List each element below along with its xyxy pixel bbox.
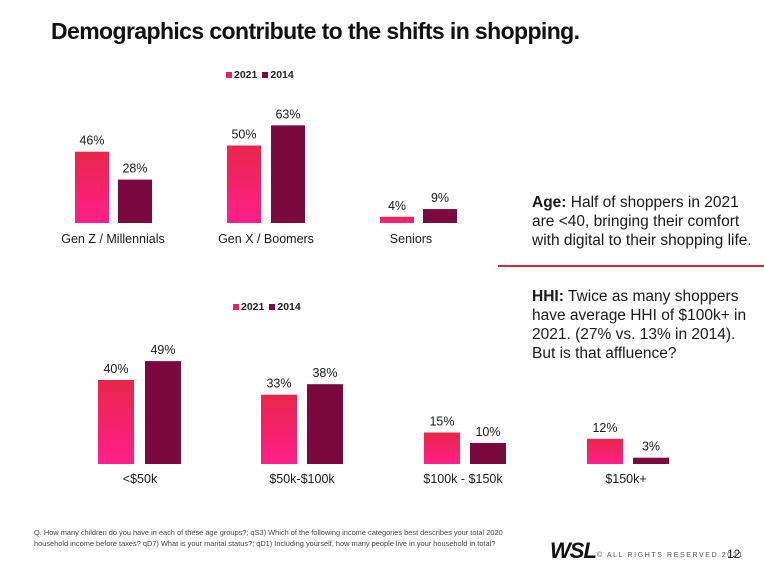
legend-swatch-2021 xyxy=(233,304,239,310)
data-label-100k-150k-2021: 15% xyxy=(429,415,454,429)
data-label-seniors-2014: 9% xyxy=(431,191,449,205)
survey-footnote: Q. How many children do you have in each… xyxy=(34,528,503,548)
copyright-notice: © ALL RIGHTS RESERVED 2021 xyxy=(597,552,744,559)
bar-50k-100k-2021 xyxy=(261,394,297,464)
bar-150k-2021 xyxy=(587,438,623,464)
data-label-150k-2021: 12% xyxy=(592,421,617,435)
category-label-gen-x-boomers: Gen X / Boomers xyxy=(218,232,314,246)
bar-seniors-2014 xyxy=(423,209,457,223)
data-label-50k-2021: 40% xyxy=(103,362,128,376)
age-callout-text: Half of shoppers in 2021 are <40, bringi… xyxy=(532,194,752,249)
data-label-50k-100k-2014: 38% xyxy=(312,366,337,380)
chart2-legend: 2021 2014 xyxy=(233,301,306,313)
data-label-150k-2014: 3% xyxy=(642,440,660,454)
legend-swatch-2014 xyxy=(262,72,269,78)
data-label-gen-x-boomers-2021: 50% xyxy=(231,128,256,142)
hhi-callout-heading: HHI: xyxy=(532,288,564,305)
page-number: 12 xyxy=(727,547,741,561)
data-label-gen-x-boomers-2014: 63% xyxy=(275,107,300,121)
bar-seniors-2021 xyxy=(380,216,414,223)
bar-50k-2021 xyxy=(98,380,134,464)
legend-item-2014: 2014 xyxy=(262,69,294,81)
bar-150k-2014 xyxy=(633,457,669,464)
legend-item-2021: 2021 xyxy=(233,301,264,313)
data-label-seniors-2021: 4% xyxy=(388,199,406,213)
category-label-50k: <$50k xyxy=(123,472,158,486)
age-callout: Age: Half of shoppers in 2021 are <40, b… xyxy=(532,193,757,250)
legend-label-2014: 2014 xyxy=(277,301,301,313)
hhi-callout-text: Twice as many shoppers have average HHI … xyxy=(532,288,747,362)
data-label-50k-100k-2021: 33% xyxy=(266,377,291,391)
callout-divider xyxy=(498,265,764,267)
legend-label-2014: 2014 xyxy=(270,69,294,81)
legend-item-2014: 2014 xyxy=(269,301,301,313)
category-label-50k-100k: $50k-$100k xyxy=(269,472,335,486)
bar-gen-x-boomers-2021 xyxy=(227,145,261,223)
bar-100k-150k-2021 xyxy=(424,432,460,464)
data-label-50k-2014: 49% xyxy=(150,343,175,357)
age-callout-heading: Age: xyxy=(532,194,567,211)
bar-gen-z-millennials-2014 xyxy=(118,179,152,223)
bar-50k-100k-2014 xyxy=(307,384,343,464)
bar-100k-150k-2014 xyxy=(470,443,506,464)
data-label-gen-z-millennials-2014: 28% xyxy=(122,162,147,176)
legend-item-2021: 2021 xyxy=(226,69,257,81)
bar-50k-2014 xyxy=(145,361,181,464)
page-title: Demographics contribute to the shifts in… xyxy=(51,18,580,44)
legend-swatch-2021 xyxy=(226,72,232,78)
category-label-100k-150k: $100k - $150k xyxy=(423,472,503,486)
category-label-150k: $150k+ xyxy=(605,472,646,486)
category-label-seniors: Seniors xyxy=(390,232,432,246)
data-label-gen-z-millennials-2021: 46% xyxy=(79,134,104,148)
chart1-legend: 2021 2014 xyxy=(226,69,299,81)
bar-gen-z-millennials-2021 xyxy=(75,151,109,223)
wsl-logo: WSL xyxy=(550,538,597,563)
hhi-callout: HHI: Twice as many shoppers have average… xyxy=(532,287,760,363)
data-label-100k-150k-2014: 10% xyxy=(475,425,500,439)
bar-gen-x-boomers-2014 xyxy=(271,125,305,223)
legend-label-2021: 2021 xyxy=(234,69,258,81)
category-label-gen-z-millennials: Gen Z / Millennials xyxy=(61,232,165,246)
legend-swatch-2014 xyxy=(269,304,276,310)
legend-label-2021: 2021 xyxy=(241,301,265,313)
